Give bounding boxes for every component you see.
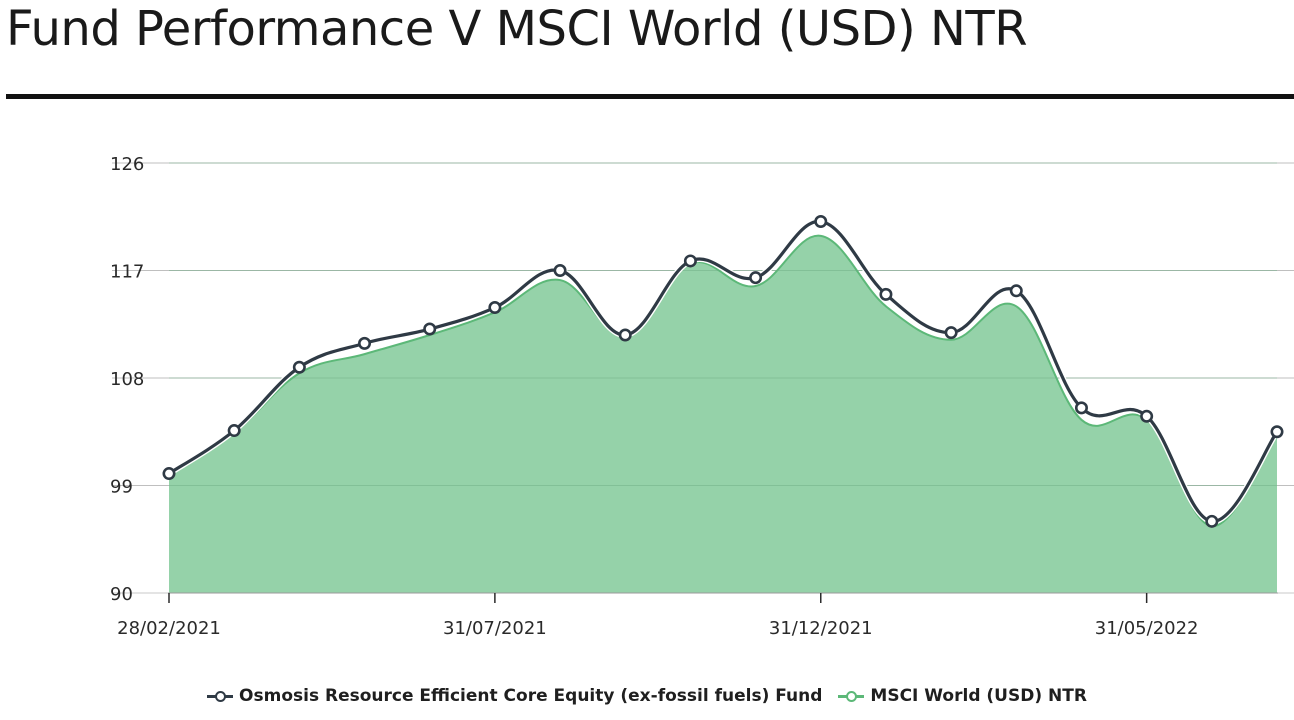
data-point-fund-9 xyxy=(749,271,763,285)
data-point-fund-6 xyxy=(553,263,567,277)
legend-label-benchmark: MSCI World (USD) NTR xyxy=(870,686,1087,706)
chart-title: Fund Performance V MSCI World (USD) NTR xyxy=(6,1,1028,57)
data-point-fund-4 xyxy=(423,322,437,336)
data-point-fund-14 xyxy=(1074,401,1088,415)
x-tick-label-5: 31/07/2021 xyxy=(443,618,547,639)
y-tick-label-117: 117 xyxy=(110,262,144,283)
chart-legend: Osmosis Resource Efficient Core Equity (… xyxy=(0,686,1294,706)
data-point-fund-17 xyxy=(1270,425,1284,439)
title-divider xyxy=(6,94,1294,99)
y-tick-label-126: 126 xyxy=(110,154,144,175)
data-point-fund-16 xyxy=(1205,514,1219,528)
data-point-fund-0 xyxy=(162,467,176,481)
y-tick-label-108: 108 xyxy=(110,369,144,390)
data-point-fund-8 xyxy=(683,254,697,268)
data-point-fund-13 xyxy=(1009,284,1023,298)
legend-item-benchmark[interactable]: MSCI World (USD) NTR xyxy=(838,686,1087,706)
data-point-fund-5 xyxy=(488,301,502,315)
data-point-fund-15 xyxy=(1140,409,1154,423)
data-point-fund-10 xyxy=(814,215,828,229)
legend-item-fund[interactable]: Osmosis Resource Efficient Core Equity (… xyxy=(207,686,822,706)
y-tick-label-99: 99 xyxy=(110,477,133,498)
data-point-fund-12 xyxy=(944,326,958,340)
data-point-fund-2 xyxy=(292,360,306,374)
series-line-benchmark xyxy=(168,234,1278,528)
legend-marker-fund-icon xyxy=(207,689,234,703)
series-area-benchmark xyxy=(169,235,1277,594)
data-point-fund-7 xyxy=(618,328,632,342)
data-point-fund-11 xyxy=(879,287,893,301)
data-point-fund-1 xyxy=(227,424,241,438)
chart-plot: 90 99 108 117 126 28/02/2021 31/07/2021 31/12/2… xyxy=(110,154,1294,639)
x-tick-label-0: 28/02/2021 xyxy=(117,618,221,639)
y-tick-label-90: 90 xyxy=(110,584,133,605)
x-tick-label-15: 31/05/2022 xyxy=(1095,618,1199,639)
legend-marker-benchmark-icon xyxy=(838,689,865,703)
data-point-fund-3 xyxy=(358,336,372,350)
legend-label-fund: Osmosis Resource Efficient Core Equity (… xyxy=(239,686,823,706)
x-tick-label-10: 31/12/2021 xyxy=(769,618,873,639)
